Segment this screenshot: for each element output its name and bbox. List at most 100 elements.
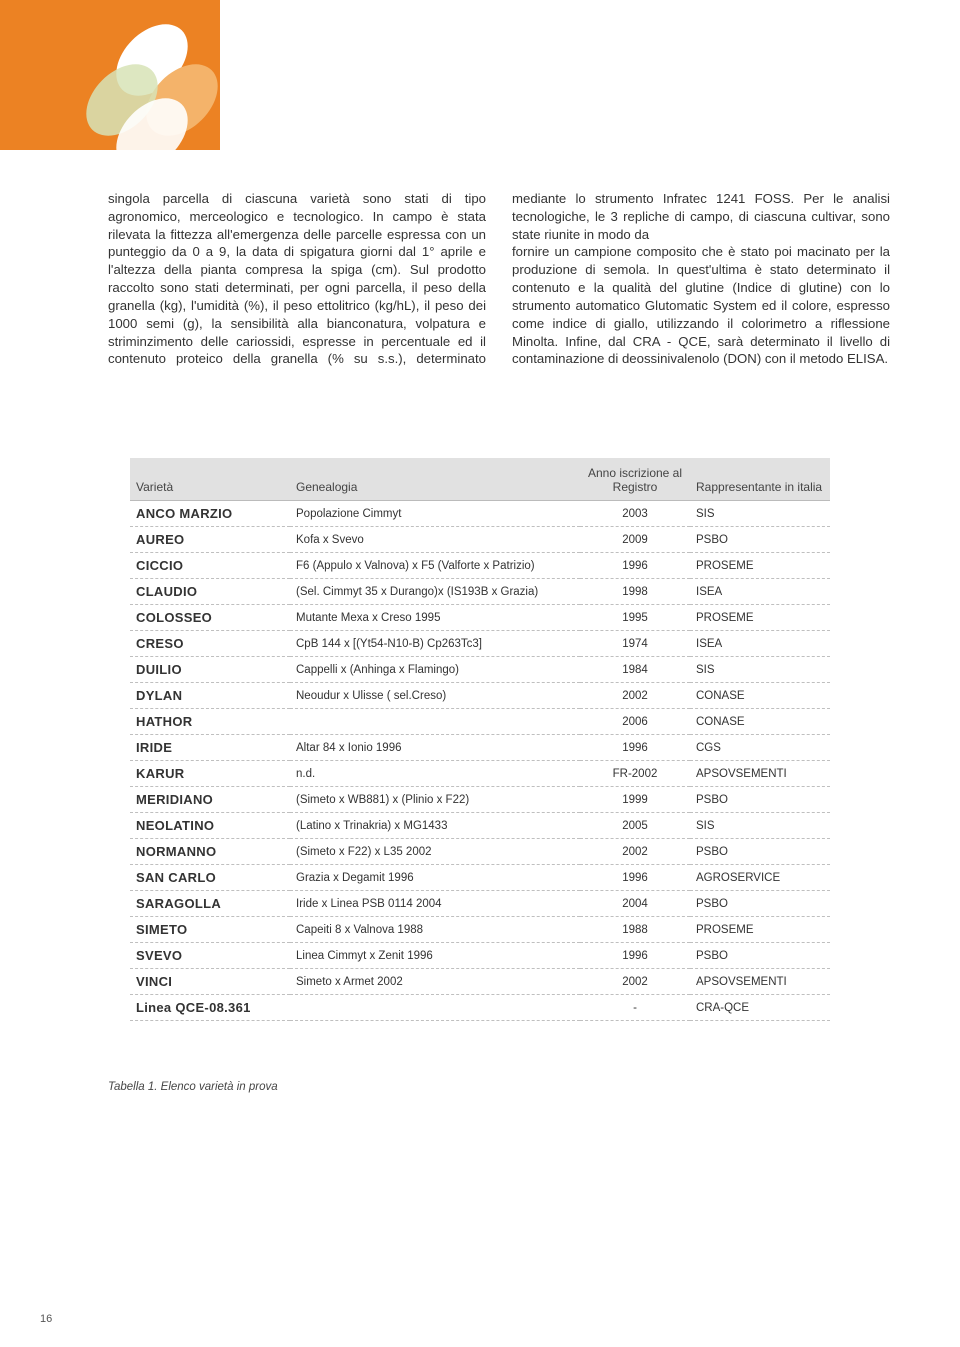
logo-leaves: [90, 20, 210, 140]
cell-variety: SVEVO: [130, 943, 290, 969]
cell-year: 2002: [580, 839, 690, 865]
col-genealogy: Genealogia: [290, 458, 580, 501]
paragraph-right: fornire un campione composito che è stat…: [512, 243, 890, 368]
table-row: AUREOKofa x Svevo2009PSBO: [130, 527, 830, 553]
cell-year: 1996: [580, 865, 690, 891]
cell-variety: SARAGOLLA: [130, 891, 290, 917]
cell-year: 2002: [580, 969, 690, 995]
table-row: NORMANNO(Simeto x F22) x L35 20022002PSB…: [130, 839, 830, 865]
cell-rep: SIS: [690, 813, 830, 839]
cell-rep: PSBO: [690, 839, 830, 865]
cell-rep: APSOVSEMENTI: [690, 761, 830, 787]
cell-variety: VINCI: [130, 969, 290, 995]
cell-variety: DUILIO: [130, 657, 290, 683]
table-row: SARAGOLLAIride x Linea PSB 0114 20042004…: [130, 891, 830, 917]
cell-year: 1996: [580, 943, 690, 969]
cell-genealogy: (Latino x Trinakria) x MG1433: [290, 813, 580, 839]
table-row: SVEVOLinea Cimmyt x Zenit 19961996PSBO: [130, 943, 830, 969]
cell-rep: CONASE: [690, 683, 830, 709]
cell-variety: COLOSSEO: [130, 605, 290, 631]
cell-genealogy: Simeto x Armet 2002: [290, 969, 580, 995]
table-row: MERIDIANO(Simeto x WB881) x (Plinio x F2…: [130, 787, 830, 813]
cell-genealogy: Mutante Mexa x Creso 1995: [290, 605, 580, 631]
cell-variety: NEOLATINO: [130, 813, 290, 839]
table-row: CRESOCpB 144 x [(Yt54-N10-B) Cp263Tc3]19…: [130, 631, 830, 657]
cell-rep: APSOVSEMENTI: [690, 969, 830, 995]
cell-genealogy: Neoudur x Ulisse ( sel.Creso): [290, 683, 580, 709]
cell-year: FR-2002: [580, 761, 690, 787]
table-body: ANCO MARZIOPopolazione Cimmyt2003SISAURE…: [130, 501, 830, 1021]
cell-variety: CICCIO: [130, 553, 290, 579]
cell-year: 2006: [580, 709, 690, 735]
cell-rep: CONASE: [690, 709, 830, 735]
cell-year: 1984: [580, 657, 690, 683]
cell-genealogy: (Simeto x F22) x L35 2002: [290, 839, 580, 865]
cell-rep: PROSEME: [690, 605, 830, 631]
cell-variety: CLAUDIO: [130, 579, 290, 605]
col-variety: Varietà: [130, 458, 290, 501]
table-row: DYLANNeoudur x Ulisse ( sel.Creso)2002CO…: [130, 683, 830, 709]
cell-year: 2002: [580, 683, 690, 709]
cell-genealogy: n.d.: [290, 761, 580, 787]
cell-year: 1999: [580, 787, 690, 813]
cell-rep: CGS: [690, 735, 830, 761]
cell-genealogy: Iride x Linea PSB 0114 2004: [290, 891, 580, 917]
cell-variety: HATHOR: [130, 709, 290, 735]
col-rep: Rappresentante in italia: [690, 458, 830, 501]
cell-variety: NORMANNO: [130, 839, 290, 865]
cell-genealogy: [290, 709, 580, 735]
cell-rep: ISEA: [690, 631, 830, 657]
cell-variety: DYLAN: [130, 683, 290, 709]
cell-year: 1998: [580, 579, 690, 605]
cell-variety: SIMETO: [130, 917, 290, 943]
cell-genealogy: Linea Cimmyt x Zenit 1996: [290, 943, 580, 969]
cell-year: -: [580, 995, 690, 1021]
table-row: HATHOR 2006CONASE: [130, 709, 830, 735]
table-row: KARURn.d.FR-2002APSOVSEMENTI: [130, 761, 830, 787]
cell-year: 2003: [580, 501, 690, 527]
table-row: SIMETOCapeiti 8 x Valnova 19881988PROSEM…: [130, 917, 830, 943]
table-row: CLAUDIO(Sel. Cimmyt 35 x Durango)x (IS19…: [130, 579, 830, 605]
cell-genealogy: Altar 84 x Ionio 1996: [290, 735, 580, 761]
cell-year: 2009: [580, 527, 690, 553]
cell-rep: PROSEME: [690, 917, 830, 943]
cell-rep: PSBO: [690, 787, 830, 813]
cell-rep: CRA-QCE: [690, 995, 830, 1021]
cell-variety: Linea QCE-08.361: [130, 995, 290, 1021]
cell-genealogy: F6 (Appulo x Valnova) x F5 (Valforte x P…: [290, 553, 580, 579]
cell-year: 1996: [580, 553, 690, 579]
cell-genealogy: Cappelli x (Anhinga x Flamingo): [290, 657, 580, 683]
cell-variety: MERIDIANO: [130, 787, 290, 813]
cell-rep: AGROSERVICE: [690, 865, 830, 891]
table-row: NEOLATINO(Latino x Trinakria) x MG143320…: [130, 813, 830, 839]
cell-genealogy: (Sel. Cimmyt 35 x Durango)x (IS193B x Gr…: [290, 579, 580, 605]
page: singola parcella di ciascuna varietà son…: [0, 0, 960, 1347]
cell-year: 2004: [580, 891, 690, 917]
cell-rep: PSBO: [690, 891, 830, 917]
table-row: Linea QCE-08.361 -CRA-QCE: [130, 995, 830, 1021]
cell-genealogy: CpB 144 x [(Yt54-N10-B) Cp263Tc3]: [290, 631, 580, 657]
table-caption: Tabella 1. Elenco varietà in prova: [108, 1081, 960, 1093]
variety-table: Varietà Genealogia Anno iscrizione al Re…: [130, 458, 830, 1021]
cell-variety: AUREO: [130, 527, 290, 553]
table-row: DUILIOCappelli x (Anhinga x Flamingo)198…: [130, 657, 830, 683]
cell-year: 1996: [580, 735, 690, 761]
cell-rep: ISEA: [690, 579, 830, 605]
cell-genealogy: Capeiti 8 x Valnova 1988: [290, 917, 580, 943]
cell-rep: SIS: [690, 657, 830, 683]
table-row: SAN CARLOGrazia x Degamit 19961996AGROSE…: [130, 865, 830, 891]
cell-variety: ANCO MARZIO: [130, 501, 290, 527]
cell-year: 2005: [580, 813, 690, 839]
cell-rep: SIS: [690, 501, 830, 527]
cell-rep: PROSEME: [690, 553, 830, 579]
table-row: COLOSSEOMutante Mexa x Creso 19951995PRO…: [130, 605, 830, 631]
cell-variety: IRIDE: [130, 735, 290, 761]
table-row: IRIDEAltar 84 x Ionio 19961996CGS: [130, 735, 830, 761]
table-row: CICCIOF6 (Appulo x Valnova) x F5 (Valfor…: [130, 553, 830, 579]
table-row: VINCISimeto x Armet 20022002APSOVSEMENTI: [130, 969, 830, 995]
cell-rep: PSBO: [690, 527, 830, 553]
cell-rep: PSBO: [690, 943, 830, 969]
variety-table-wrap: Varietà Genealogia Anno iscrizione al Re…: [130, 458, 830, 1021]
cell-genealogy: [290, 995, 580, 1021]
table-row: ANCO MARZIOPopolazione Cimmyt2003SIS: [130, 501, 830, 527]
